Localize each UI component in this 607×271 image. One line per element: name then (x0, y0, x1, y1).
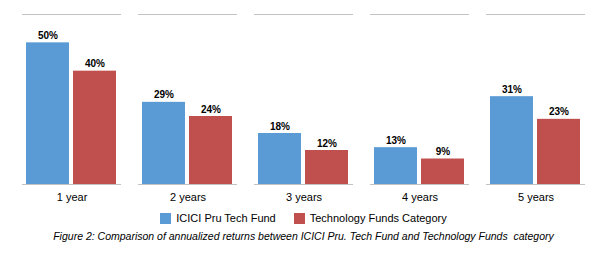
svg-text:24%: 24% (201, 104, 221, 115)
svg-text:50%: 50% (38, 30, 58, 41)
svg-text:29%: 29% (154, 89, 174, 100)
svg-text:5 years: 5 years (518, 191, 555, 203)
svg-text:31%: 31% (502, 84, 522, 95)
html-text:ICICI Pru Tech Fund: ICICI Pru Tech Fund (176, 212, 276, 224)
svg-text:4 years: 4 years (402, 191, 439, 203)
svg-text:13%: 13% (386, 135, 406, 146)
svg-text:18%: 18% (270, 121, 290, 132)
svg-text:1 year: 1 year (57, 191, 88, 203)
svg-text:12%: 12% (317, 138, 337, 149)
svg-text:40%: 40% (85, 58, 105, 69)
html-text:Figure 2: Comparison of annual: Figure 2: Comparison of annualized retur… (53, 230, 554, 242)
svg-text:2 years: 2 years (170, 191, 207, 203)
html-text:Technology Funds Category: Technology Funds Category (309, 212, 447, 224)
svg-text:3 years: 3 years (286, 191, 323, 203)
svg-text:23%: 23% (549, 106, 569, 117)
svg-text:9%: 9% (436, 146, 451, 157)
